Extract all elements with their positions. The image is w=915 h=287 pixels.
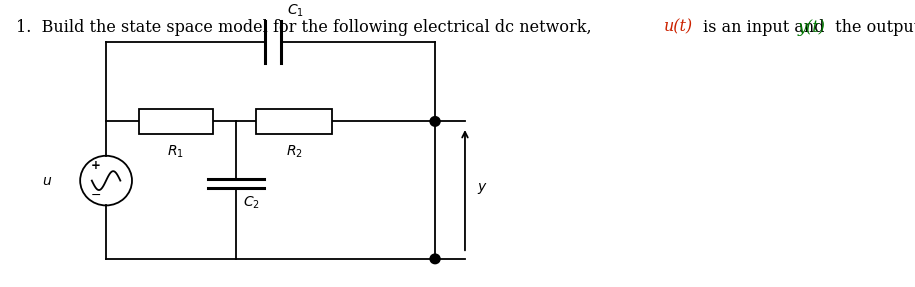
- Text: $R_2$: $R_2$: [285, 144, 303, 160]
- Text: +: +: [92, 159, 101, 172]
- Text: is an input and: is an input and: [698, 19, 830, 36]
- Text: $u$: $u$: [42, 174, 52, 188]
- Text: $y$: $y$: [477, 181, 488, 196]
- Circle shape: [430, 254, 440, 263]
- Bar: [139, 109, 213, 134]
- Text: the output.: the output.: [830, 19, 915, 36]
- Bar: [255, 109, 332, 134]
- Text: −: −: [91, 189, 101, 202]
- Text: $C_2$: $C_2$: [242, 195, 260, 211]
- Text: 1.  Build the state space model for the following electrical dc network,: 1. Build the state space model for the f…: [16, 19, 597, 36]
- Text: y(t): y(t): [798, 19, 825, 36]
- Text: u(t): u(t): [664, 19, 694, 36]
- Text: $C_1$: $C_1$: [286, 3, 304, 19]
- Circle shape: [430, 117, 440, 126]
- Text: $R_1$: $R_1$: [167, 144, 184, 160]
